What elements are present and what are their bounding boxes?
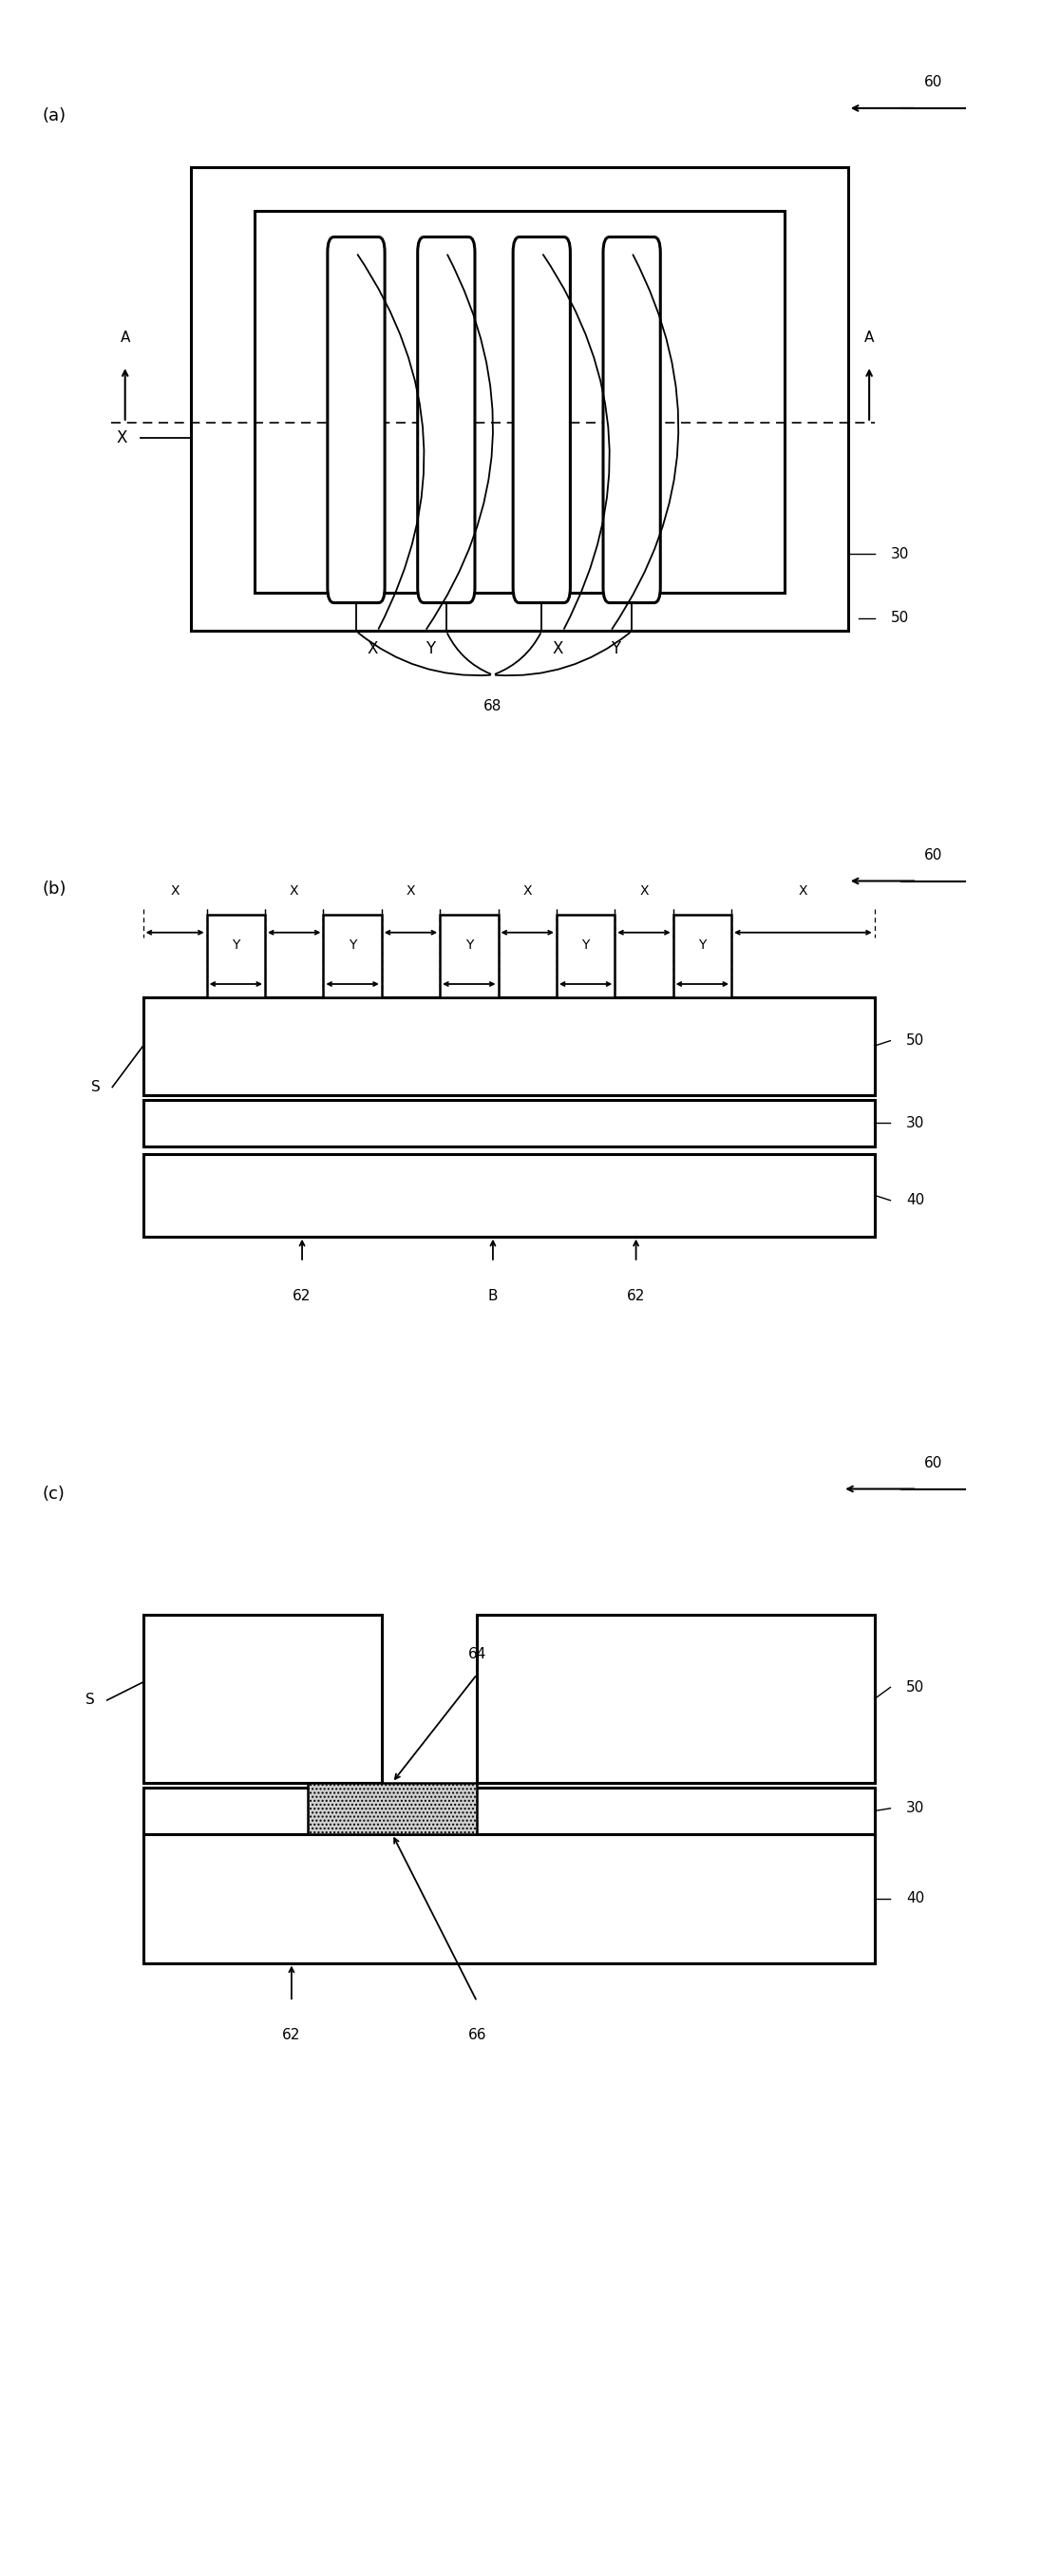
Bar xyxy=(477,1615,874,1783)
Text: 40: 40 xyxy=(906,1193,924,1208)
Text: (a): (a) xyxy=(42,108,67,124)
Text: (c): (c) xyxy=(42,1486,65,1502)
Text: X: X xyxy=(289,884,299,899)
Text: Y: Y xyxy=(611,641,621,657)
Text: X: X xyxy=(639,884,649,899)
Text: X: X xyxy=(406,884,416,899)
Text: 50: 50 xyxy=(890,611,908,626)
Text: Y: Y xyxy=(465,938,473,953)
Text: 60: 60 xyxy=(923,75,942,90)
Bar xyxy=(143,1100,874,1146)
FancyBboxPatch shape xyxy=(603,237,660,603)
Text: (b): (b) xyxy=(42,881,67,896)
FancyBboxPatch shape xyxy=(513,237,570,603)
Text: A: A xyxy=(120,330,130,345)
Text: 30: 30 xyxy=(906,1115,924,1131)
FancyBboxPatch shape xyxy=(328,237,385,603)
Bar xyxy=(307,1783,477,1834)
Text: 64: 64 xyxy=(467,1646,487,1662)
Bar xyxy=(191,167,848,631)
Text: 60: 60 xyxy=(923,848,942,863)
FancyBboxPatch shape xyxy=(418,237,475,603)
Text: 66: 66 xyxy=(467,2027,487,2043)
Text: 30: 30 xyxy=(906,1801,924,1816)
Text: X: X xyxy=(523,884,532,899)
Bar xyxy=(440,914,498,997)
Text: Y: Y xyxy=(425,641,436,657)
Bar xyxy=(207,914,265,997)
Text: X: X xyxy=(117,430,127,446)
Text: X: X xyxy=(367,641,377,657)
Text: X: X xyxy=(798,884,808,899)
Text: S: S xyxy=(86,1692,94,1708)
Text: 50: 50 xyxy=(906,1033,924,1048)
Text: 68: 68 xyxy=(483,698,502,714)
Bar xyxy=(556,914,615,997)
Bar xyxy=(673,914,731,997)
Text: B: B xyxy=(488,1288,498,1303)
Text: 62: 62 xyxy=(293,1288,312,1303)
Bar xyxy=(143,1154,874,1236)
Text: 30: 30 xyxy=(890,546,908,562)
Bar xyxy=(143,1788,874,1834)
Bar xyxy=(323,914,382,997)
Text: Y: Y xyxy=(349,938,356,953)
Text: Y: Y xyxy=(232,938,240,953)
Text: Y: Y xyxy=(582,938,589,953)
Text: 50: 50 xyxy=(906,1680,924,1695)
Text: X: X xyxy=(171,884,179,899)
Text: S: S xyxy=(91,1079,100,1095)
Bar xyxy=(143,1615,382,1783)
Text: 62: 62 xyxy=(282,2027,301,2043)
Text: 60: 60 xyxy=(923,1455,942,1471)
Bar xyxy=(143,997,874,1095)
Text: Y: Y xyxy=(699,938,706,953)
Text: 62: 62 xyxy=(626,1288,646,1303)
Bar xyxy=(254,211,784,592)
Bar xyxy=(143,1834,874,1963)
Text: 40: 40 xyxy=(906,1891,924,1906)
Text: X: X xyxy=(552,641,563,657)
Text: A: A xyxy=(864,330,874,345)
